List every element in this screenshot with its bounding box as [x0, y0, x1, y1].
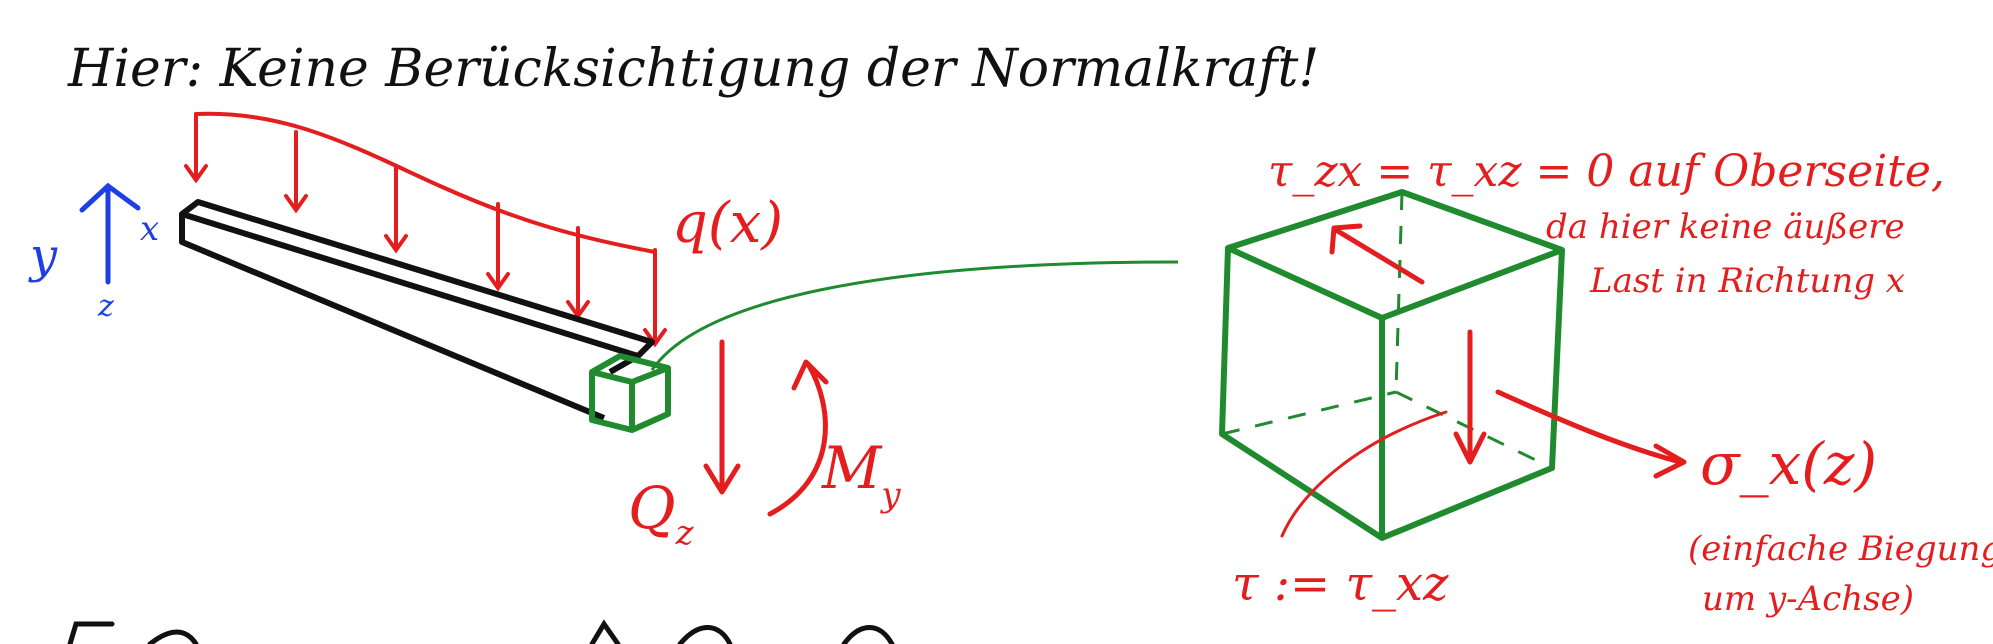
shear-force-subscript: z	[675, 513, 695, 553]
external-load-note-line1: da hier keine äußere	[1546, 207, 1905, 247]
load-top-curve	[194, 111, 657, 254]
bending-note-line1: (einfache Biegung	[1688, 529, 1993, 569]
title-text: Hier: Keine Berücksichtigung der Normalk…	[67, 39, 1319, 99]
y-axis-arrowhead	[79, 182, 141, 213]
load-arrow-2	[284, 130, 308, 214]
cropped-stroke-5	[841, 625, 895, 644]
vertical-shear-arrow	[1453, 329, 1487, 465]
top-shear-condition: τ_zx = τ_xz = 0 auf Oberseite,	[1268, 146, 1945, 197]
section-side	[630, 368, 671, 433]
cropped-stroke-4	[677, 625, 733, 644]
shear-force-label: Qz	[628, 474, 695, 553]
bending-moment-symbol: M	[821, 434, 883, 502]
hidden-right-edge	[1395, 390, 1553, 470]
load-arrow-6	[643, 248, 667, 348]
load-arrow-4	[486, 202, 510, 292]
shear-force-arrow	[703, 339, 741, 495]
normal-stress-label: σ_x(z)	[1700, 430, 1877, 498]
load-arrow-5	[566, 226, 590, 320]
hidden-left-edge	[1221, 390, 1397, 436]
load-label: q(x)	[672, 191, 783, 256]
external-load-note-line2: Last in Richtung x	[1589, 261, 1905, 301]
cube-front-face	[1219, 247, 1385, 541]
bending-moment-arrow	[767, 359, 829, 517]
load-arrow-1	[184, 118, 208, 184]
cropped-next-line	[67, 619, 895, 644]
section-front	[589, 369, 635, 433]
cropped-stroke-1	[67, 621, 115, 644]
beam-top-face	[179, 199, 655, 359]
connector-curve	[650, 260, 1179, 371]
normal-stress-arrow	[1495, 389, 1687, 479]
section-top	[590, 353, 671, 385]
beam-end-section	[589, 353, 671, 433]
cropped-stroke-3	[589, 619, 621, 644]
distributed-load	[184, 111, 667, 348]
load-arrow-3	[384, 164, 408, 254]
tau-pointer-curve	[1280, 410, 1448, 538]
bending-moment-subscript: y	[879, 475, 901, 515]
volume-element-cube	[1219, 189, 1565, 541]
axis-x-label: x	[140, 209, 159, 249]
tau-definition: τ := τ_xz	[1232, 556, 1449, 612]
top-shear-arrow	[1329, 223, 1425, 285]
bending-moment-label: My	[821, 434, 901, 515]
axis-z-label: z	[97, 289, 114, 324]
cropped-stroke-2	[147, 629, 199, 644]
cube-top-face	[1225, 189, 1565, 321]
coordinate-axes	[79, 182, 141, 285]
section-forces	[703, 339, 829, 517]
cube-hidden-edges	[1221, 191, 1553, 470]
shear-force-symbol: Q	[628, 474, 676, 542]
bending-note-line2: um y-Achse)	[1702, 579, 1914, 619]
hidden-vertical-edge	[1394, 191, 1404, 393]
axis-y-label: y	[28, 228, 58, 284]
element-stresses	[1280, 223, 1687, 538]
